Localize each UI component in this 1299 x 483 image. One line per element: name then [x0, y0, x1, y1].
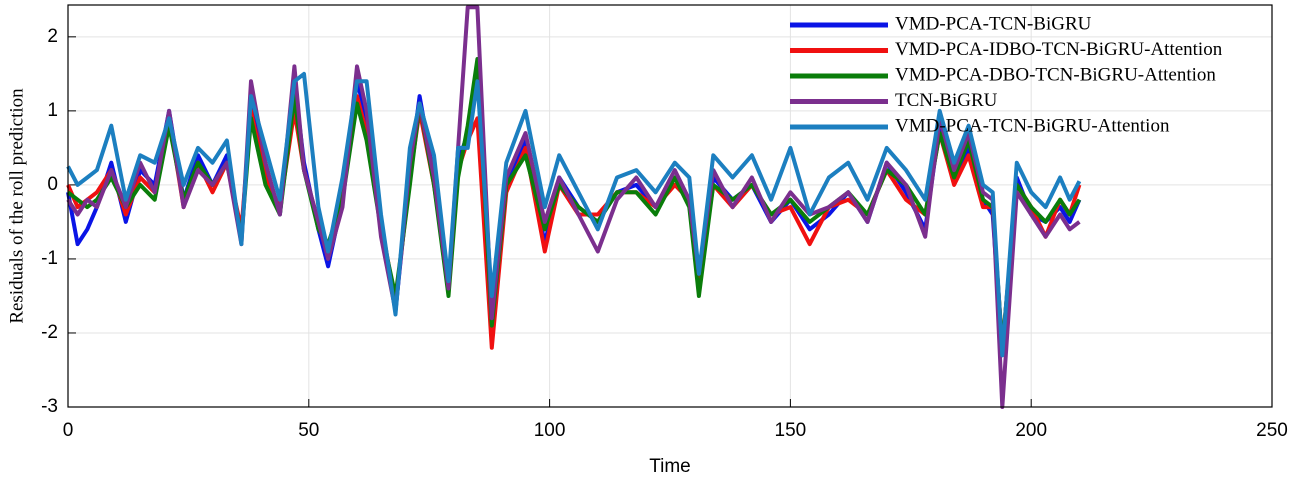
y-tick-label: -1 — [41, 248, 58, 269]
x-axis-label: Time — [649, 456, 691, 477]
y-tick-label: 1 — [47, 100, 58, 121]
plot-frame — [67, 4, 1273, 408]
series-line — [66, 71, 1082, 358]
x-tick-label: 200 — [1015, 420, 1047, 441]
y-tick-label: 2 — [47, 26, 58, 47]
y-tick-label: 0 — [47, 174, 58, 195]
x-tick-label: 150 — [775, 420, 807, 441]
legend-label: VMD-PCA-IDBO-TCN-BiGRU-Attention — [895, 39, 1223, 60]
legend-label: VMD-PCA-DBO-TCN-BiGRU-Attention — [895, 64, 1216, 85]
x-tick-label: 100 — [534, 420, 566, 441]
x-tick-label: 250 — [1256, 420, 1288, 441]
y-axis-label: Residuals of the roll prediction — [6, 88, 27, 324]
series-line — [66, 5, 1081, 409]
x-tick-label: 50 — [298, 420, 319, 441]
legend: VMD-PCA-TCN-BiGRU VMD-PCA-IDBO-TCN-BiGRU-… — [790, 13, 1223, 136]
legend-label: VMD-PCA-TCN-BiGRU-Attention — [895, 115, 1170, 136]
x-tick-label: 0 — [63, 420, 74, 441]
y-tick-label: -3 — [41, 396, 58, 417]
legend-label: TCN-BiGRU — [895, 90, 998, 111]
legend-label: VMD-PCA-TCN-BiGRU — [895, 13, 1092, 34]
y-tick-label: -2 — [41, 322, 58, 343]
